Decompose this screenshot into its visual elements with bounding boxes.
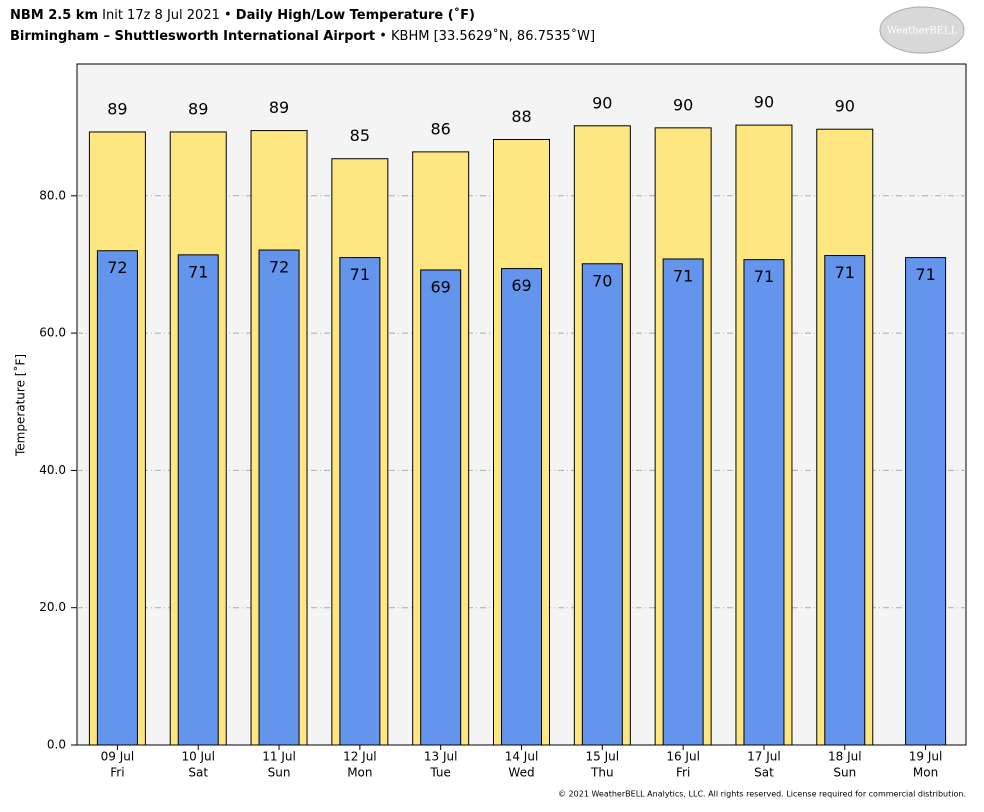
x-tick-weekday: Tue [429,766,451,780]
x-tick-weekday: Fri [110,766,124,780]
logo: WeatherBELL [879,6,965,54]
bar [581,263,623,746]
init: Init 17z 8 Jul 2021 [102,8,220,23]
y-tick-label: 20.0 [39,600,66,614]
value-label: 90 [754,93,774,112]
x-tick-label: 11 Jul [262,750,296,764]
bar [662,258,704,746]
bar [96,250,138,746]
value-label: 69 [511,276,531,295]
value-label: 72 [269,258,289,277]
x-tick-weekday: Sat [188,766,208,780]
location: Birmingham – Shuttlesworth International… [10,29,375,44]
value-label: 86 [431,119,451,138]
y-tick-label: 60.0 [39,326,66,340]
bar [501,268,542,746]
value-label: 88 [511,107,531,126]
x-tick-label: 18 Jul [828,750,862,764]
value-label: 71 [754,267,774,286]
x-tick-label: 10 Jul [181,750,215,764]
model: NBM 2.5 km [10,8,98,23]
value-label: 89 [107,99,127,118]
title-line-1: NBM 2.5 km Init 17z 8 Jul 2021 • Daily H… [10,7,475,23]
value-label: 85 [350,126,370,145]
y-axis-label: Temperature [˚F] [13,354,28,457]
x-tick-weekday: Sun [268,766,291,780]
value-label: 71 [835,263,855,282]
y-tick-label: 80.0 [39,188,66,202]
x-tick-weekday: Mon [913,766,938,780]
value-label: 90 [673,95,693,114]
title-line-2: Birmingham – Shuttlesworth International… [10,28,595,44]
x-tick-weekday: Thu [590,766,614,780]
bar [905,257,947,746]
x-tick-weekday: Sun [833,766,856,780]
x-tick-label: 13 Jul [424,750,458,764]
x-tick-label: 15 Jul [586,750,620,764]
value-label: 69 [431,277,451,296]
logo-text: WeatherBELL [887,26,958,37]
bar [824,255,866,746]
x-tick-weekday: Fri [676,766,690,780]
x-tick-label: 17 Jul [747,750,781,764]
value-label: 89 [188,99,208,118]
value-label: 90 [592,93,612,112]
x-tick-weekday: Sat [754,766,774,780]
value-label: 71 [915,265,935,284]
x-tick-label: 12 Jul [343,750,377,764]
value-label: 71 [350,265,370,284]
value-label: 89 [269,98,289,117]
x-tick-label: 16 Jul [666,750,700,764]
y-tick-label: 0.0 [47,738,66,752]
chart-title: Daily High/Low Temperature (˚F) [236,7,475,23]
footer: © 2021 WeatherBELL Analytics, LLC. All r… [558,790,966,799]
station: KBHM [33.5629˚N, 86.7535˚W] [391,28,595,44]
x-tick-label: 14 Jul [505,750,539,764]
value-label: 71 [673,266,693,285]
x-tick-label: 19 Jul [909,750,943,764]
y-tick-label: 40.0 [39,463,66,477]
x-tick-weekday: Wed [508,766,534,780]
x-tick-weekday: Mon [347,766,372,780]
value-label: 72 [107,258,127,277]
bar [339,257,381,746]
bar [177,254,219,746]
bar [743,259,785,746]
value-label: 71 [188,262,208,281]
bar [420,269,462,746]
value-label: 90 [835,97,855,116]
value-label: 70 [592,271,612,290]
logo-shape [879,6,965,54]
bar [258,249,300,746]
x-tick-label: 09 Jul [101,750,135,764]
